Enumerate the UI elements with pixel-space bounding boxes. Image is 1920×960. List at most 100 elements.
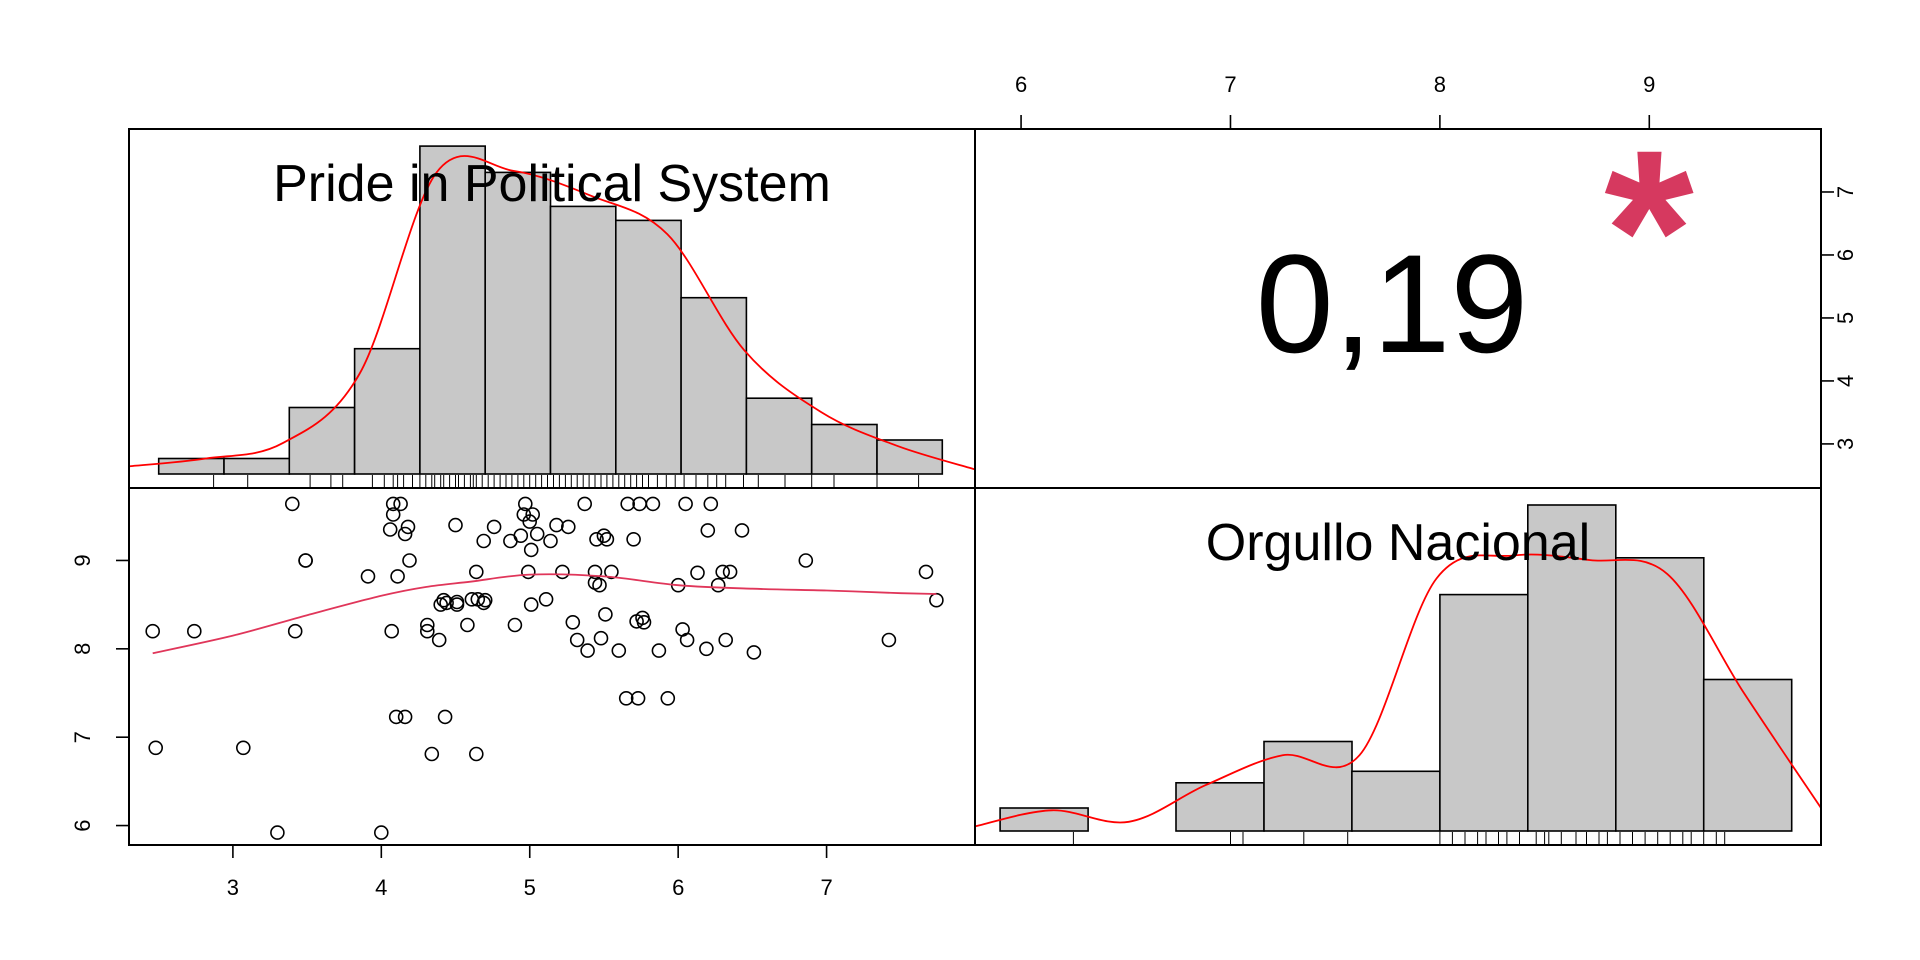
density-curve-orgullo <box>974 553 1822 828</box>
scatter-point <box>549 517 564 533</box>
panel-frame-bottom-right <box>974 487 1822 846</box>
scatter-point <box>565 614 581 630</box>
scatter-point <box>284 496 300 512</box>
scatter-point <box>507 617 523 633</box>
scatter-point <box>690 565 705 581</box>
scatter-point <box>468 564 484 580</box>
y-axis-tick-label-right: 3 <box>1833 438 1858 450</box>
x-axis-tick-label-top: 8 <box>1434 72 1446 97</box>
scatter-point <box>397 709 413 725</box>
scatter-point <box>390 569 405 584</box>
scatter-point <box>523 542 539 558</box>
scatter-point <box>596 528 612 544</box>
histogram-bar-orgullo <box>1615 556 1705 832</box>
scatter-point <box>630 690 646 706</box>
histogram-bar-orgullo <box>1175 781 1265 832</box>
histogram-bar-orgullo <box>1527 504 1617 832</box>
scatter-point <box>718 632 734 648</box>
scatter-point <box>448 517 463 533</box>
scatter-point <box>611 643 627 658</box>
scatter-point <box>419 623 435 639</box>
scatter-point <box>620 496 636 512</box>
histogram-bar-pride <box>223 457 291 475</box>
scatter-point <box>385 496 401 512</box>
rug-ticks-layer <box>213 475 1726 844</box>
histogram-bar-pride <box>680 296 748 475</box>
scatter-point <box>700 523 716 538</box>
x-axis-tick-label-top: 6 <box>1015 72 1027 97</box>
scatter-point <box>522 514 538 529</box>
histogram-bar-pride <box>288 406 356 475</box>
histogram-bar-pride <box>353 347 421 475</box>
x-axis-tick-label-bottom: 7 <box>820 875 832 900</box>
scatter-point <box>424 746 440 762</box>
histogram-bar-orgullo <box>1702 678 1793 832</box>
scatter-point <box>678 496 693 512</box>
scatter-point <box>148 740 163 756</box>
scatter-point <box>645 496 661 512</box>
y-axis-tick-label-right: 6 <box>1833 249 1858 261</box>
scatter-point <box>468 746 484 762</box>
scatter-point <box>918 564 934 580</box>
scatter-point <box>477 592 493 608</box>
scatter-point <box>538 591 554 607</box>
curve-layer <box>128 155 1822 828</box>
scatter-point <box>660 690 676 706</box>
scatter-point <box>604 564 619 580</box>
correlation-value: 0,19 <box>1256 225 1528 382</box>
scatter-point <box>513 528 529 544</box>
histogram-bar-pride <box>484 171 552 475</box>
scatter-point <box>543 533 558 549</box>
scatter-point <box>599 531 615 547</box>
scatter-point <box>734 523 750 538</box>
scatter-point <box>393 496 408 512</box>
scatter-point <box>476 595 492 611</box>
scatter-point <box>431 632 447 648</box>
scatter-point <box>651 643 667 658</box>
y-axis-tick-label-left: 9 <box>70 554 95 566</box>
histogram-bar-orgullo <box>1439 593 1529 832</box>
scatter-point <box>236 740 251 756</box>
density-curve-pride <box>128 155 976 471</box>
scatter-point <box>270 825 285 840</box>
scatter-point <box>722 564 738 580</box>
scatter-point <box>587 564 603 580</box>
scatter-point <box>437 709 453 725</box>
histogram-bar-pride <box>549 205 617 475</box>
scatter-point <box>636 614 652 630</box>
y-axis-tick-label-right: 4 <box>1833 375 1858 387</box>
histogram-bar-pride <box>810 423 878 475</box>
variable-title-pride-political-system: Pride in Political System <box>273 155 831 213</box>
scatter-point <box>592 577 607 593</box>
scatter-point <box>397 526 413 542</box>
scatter-points-layer <box>145 496 944 840</box>
scatter-point <box>555 564 570 580</box>
x-axis-tick-label-top: 9 <box>1643 72 1655 97</box>
scatter-point <box>419 617 435 633</box>
scatter-point <box>746 645 762 660</box>
scatter-point <box>385 507 401 522</box>
scatter-point <box>373 825 389 840</box>
y-axis-tick-label-right: 7 <box>1833 186 1858 198</box>
x-axis-tick-label-bottom: 5 <box>524 875 536 900</box>
scatter-point <box>187 623 202 639</box>
scatter-point <box>798 553 814 568</box>
y-axis-tick-label-left: 7 <box>70 731 95 743</box>
scatter-point <box>476 533 492 549</box>
y-axis-tick-label-right: 5 <box>1833 312 1858 324</box>
scatter-point <box>626 531 641 547</box>
scatter-point <box>525 507 541 522</box>
scatter-point <box>679 632 695 648</box>
scatter-point <box>699 641 714 657</box>
scatter-point <box>593 630 609 646</box>
scatter-point <box>400 519 416 535</box>
scatter-point <box>449 597 465 612</box>
scatter-point <box>460 617 475 633</box>
panel-frame-bottom-left <box>128 487 976 846</box>
significance-star: * <box>1604 102 1694 359</box>
scatter-point <box>384 623 400 639</box>
variable-title-orgullo-nacional: Orgullo Nacional <box>1206 514 1590 572</box>
scatter-point <box>436 592 452 608</box>
histogram-bar-pride <box>745 397 813 475</box>
